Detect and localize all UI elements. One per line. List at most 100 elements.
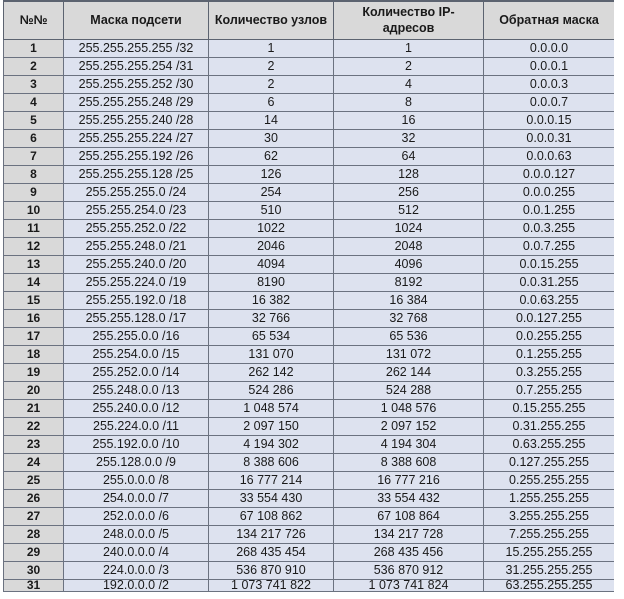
cell-host-count: 268 435 454 [208,542,334,562]
cell-wildcard-mask: 0.0.255.255 [483,326,614,346]
cell-ip-count: 8192 [333,272,484,292]
subnet-mask-table: №№ Маска подсети Количество узлов Количе… [3,0,614,592]
column-header-ip-count: Количество IP-адресов [333,0,484,40]
cell-row-index: 28 [3,524,64,544]
cell-ip-count: 512 [333,200,484,220]
cell-wildcard-mask: 0.0.3.255 [483,218,614,238]
cell-host-count: 62 [208,146,334,166]
cell-host-count: 510 [208,200,334,220]
cell-ip-count: 2 097 152 [333,416,484,436]
cell-ip-count: 4 [333,74,484,94]
cell-row-index: 15 [3,290,64,310]
cell-wildcard-mask: 0.0.31.255 [483,272,614,292]
cell-ip-count: 32 768 [333,308,484,328]
table-body: 1 255.255.255.255 /32 1 1 0.0.0.0 2 255.255.25… [3,38,614,592]
table-row: 5 255.255.255.240 /28 14 16 0.0.0.15 [3,110,614,130]
cell-wildcard-mask: 63.255.255.255 [483,578,614,592]
cell-ip-count: 4 194 304 [333,434,484,454]
cell-host-count: 2 097 150 [208,416,334,436]
cell-host-count: 1 048 574 [208,398,334,418]
cell-ip-count: 65 536 [333,326,484,346]
cell-subnet-mask: 255.255.255.128 /25 [63,164,209,184]
table-row: 23 255.192.0.0 /10 4 194 302 4 194 304 0.63.… [3,434,614,454]
cell-row-index: 25 [3,470,64,490]
cell-ip-count: 262 144 [333,362,484,382]
cell-row-index: 14 [3,272,64,292]
cell-row-index: 29 [3,542,64,562]
cell-subnet-mask: 252.0.0.0 /6 [63,506,209,526]
cell-host-count: 8190 [208,272,334,292]
cell-row-index: 19 [3,362,64,382]
cell-wildcard-mask: 7.255.255.255 [483,524,614,544]
cell-host-count: 4094 [208,254,334,274]
cell-wildcard-mask: 0.0.0.255 [483,182,614,202]
cell-subnet-mask: 255.240.0.0 /12 [63,398,209,418]
table-row: 9 255.255.255.0 /24 254 256 0.0.0.255 [3,182,614,202]
cell-row-index: 31 [3,578,64,592]
cell-wildcard-mask: 0.0.7.255 [483,236,614,256]
cell-row-index: 20 [3,380,64,400]
table-row: 15 255.255.192.0 /18 16 382 16 384 0.0.63.25… [3,290,614,310]
cell-wildcard-mask: 15.255.255.255 [483,542,614,562]
cell-subnet-mask: 255.255.255.240 /28 [63,110,209,130]
cell-wildcard-mask: 31.255.255.255 [483,560,614,580]
cell-subnet-mask: 255.224.0.0 /11 [63,416,209,436]
table-row: 25 255.0.0.0 /8 16 777 214 16 777 216 0.255.… [3,470,614,490]
cell-wildcard-mask: 0.0.0.0 [483,38,614,58]
table-row: 19 255.252.0.0 /14 262 142 262 144 0.3.255.2… [3,362,614,382]
cell-host-count: 536 870 910 [208,560,334,580]
cell-host-count: 2046 [208,236,334,256]
cell-wildcard-mask: 3.255.255.255 [483,506,614,526]
cell-host-count: 2 [208,74,334,94]
table-row: 22 255.224.0.0 /11 2 097 150 2 097 152 0.31.… [3,416,614,436]
cell-host-count: 32 766 [208,308,334,328]
cell-subnet-mask: 255.254.0.0 /15 [63,344,209,364]
cell-ip-count: 16 384 [333,290,484,310]
cell-row-index: 5 [3,110,64,130]
cell-wildcard-mask: 0.15.255.255 [483,398,614,418]
table-header: №№ Маска подсети Количество узлов Количе… [3,0,614,40]
table-row: 3 255.255.255.252 /30 2 4 0.0.0.3 [3,74,614,94]
cell-row-index: 22 [3,416,64,436]
table-row: 8 255.255.255.128 /25 126 128 0.0.0.127 [3,164,614,184]
cell-subnet-mask: 255.255.255.224 /27 [63,128,209,148]
cell-wildcard-mask: 0.31.255.255 [483,416,614,436]
cell-host-count: 262 142 [208,362,334,382]
cell-host-count: 14 [208,110,334,130]
cell-subnet-mask: 255.255.252.0 /22 [63,218,209,238]
cell-ip-count: 33 554 432 [333,488,484,508]
table-row: 26 254.0.0.0 /7 33 554 430 33 554 432 1.255.… [3,488,614,508]
cell-host-count: 16 382 [208,290,334,310]
cell-wildcard-mask: 0.0.0.1 [483,56,614,76]
table-row: 1 255.255.255.255 /32 1 1 0.0.0.0 [3,38,614,58]
cell-subnet-mask: 255.255.255.255 /32 [63,38,209,58]
table-row: 20 255.248.0.0 /13 524 286 524 288 0.7.255.2… [3,380,614,400]
cell-ip-count: 131 072 [333,344,484,364]
cell-host-count: 1 [208,38,334,58]
cell-subnet-mask: 255.255.240.0 /20 [63,254,209,274]
cell-host-count: 1 073 741 822 [208,578,334,592]
cell-subnet-mask: 255.255.128.0 /17 [63,308,209,328]
table-row: 16 255.255.128.0 /17 32 766 32 768 0.0.127.2… [3,308,614,328]
table-row: 18 255.254.0.0 /15 131 070 131 072 0.1.255.2… [3,344,614,364]
cell-row-index: 12 [3,236,64,256]
cell-subnet-mask: 255.252.0.0 /14 [63,362,209,382]
table-row: 4 255.255.255.248 /29 6 8 0.0.0.7 [3,92,614,112]
table-row: 24 255.128.0.0 /9 8 388 606 8 388 608 0.127.… [3,452,614,472]
cell-subnet-mask: 248.0.0.0 /5 [63,524,209,544]
table-row: 6 255.255.255.224 /27 30 32 0.0.0.31 [3,128,614,148]
table-row: 7 255.255.255.192 /26 62 64 0.0.0.63 [3,146,614,166]
cell-subnet-mask: 255.255.255.254 /31 [63,56,209,76]
table-row: 27 252.0.0.0 /6 67 108 862 67 108 864 3.255.… [3,506,614,526]
cell-host-count: 2 [208,56,334,76]
cell-row-index: 9 [3,182,64,202]
cell-ip-count: 8 [333,92,484,112]
cell-subnet-mask: 192.0.0.0 /2 [63,578,209,592]
cell-subnet-mask: 255.255.248.0 /21 [63,236,209,256]
table-row: 30 224.0.0.0 /3 536 870 910 536 870 912 31.2… [3,560,614,580]
table-row: 11 255.255.252.0 /22 1022 1024 0.0.3.255 [3,218,614,238]
cell-wildcard-mask: 0.0.15.255 [483,254,614,274]
cell-row-index: 24 [3,452,64,472]
cell-ip-count: 1 048 576 [333,398,484,418]
cell-subnet-mask: 255.255.255.252 /30 [63,74,209,94]
